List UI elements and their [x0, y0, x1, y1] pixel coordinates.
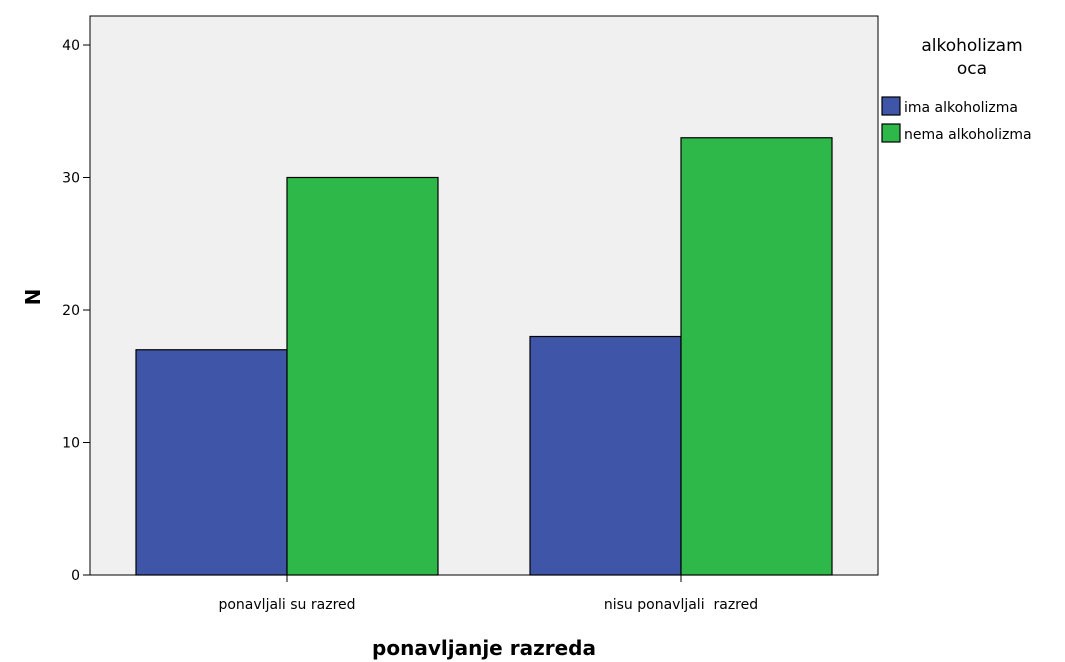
- y-tick-label: 40: [62, 38, 80, 54]
- x-axis: ponavljali su razred nisu ponavljali razr…: [218, 575, 758, 613]
- legend: alkoholizam oca ima alkoholizma nema alko…: [881, 36, 1032, 143]
- bars: [135, 137, 833, 576]
- legend-title-line-2: oca: [957, 59, 987, 79]
- legend-label: nema alkoholizma: [904, 127, 1032, 143]
- y-tick-label: 0: [71, 568, 80, 584]
- y-axis-title: N: [21, 289, 45, 306]
- x-category-label: ponavljali su razred: [218, 597, 355, 613]
- legend-items: ima alkoholizma nema alkoholizma: [881, 96, 1032, 143]
- bar-nema-alkoholizma-0: [286, 176, 439, 576]
- y-axis: 0 10 20 30 40: [62, 38, 90, 584]
- legend-swatch: [881, 123, 901, 143]
- y-tick-label: 20: [62, 303, 80, 319]
- bar-nema-alkoholizma-1: [680, 137, 833, 576]
- legend-label: ima alkoholizma: [904, 100, 1018, 116]
- bar-ima-alkoholizma-1: [529, 335, 682, 576]
- legend-title-line-1: alkoholizam: [921, 36, 1022, 56]
- bar-ima-alkoholizma-0: [135, 349, 288, 576]
- y-tick-label: 30: [62, 171, 80, 187]
- legend-swatch: [881, 96, 901, 116]
- x-category-label: nisu ponavljali razred: [604, 597, 758, 613]
- y-tick-label: 10: [62, 436, 80, 452]
- x-axis-title: ponavljanje razreda: [372, 636, 596, 660]
